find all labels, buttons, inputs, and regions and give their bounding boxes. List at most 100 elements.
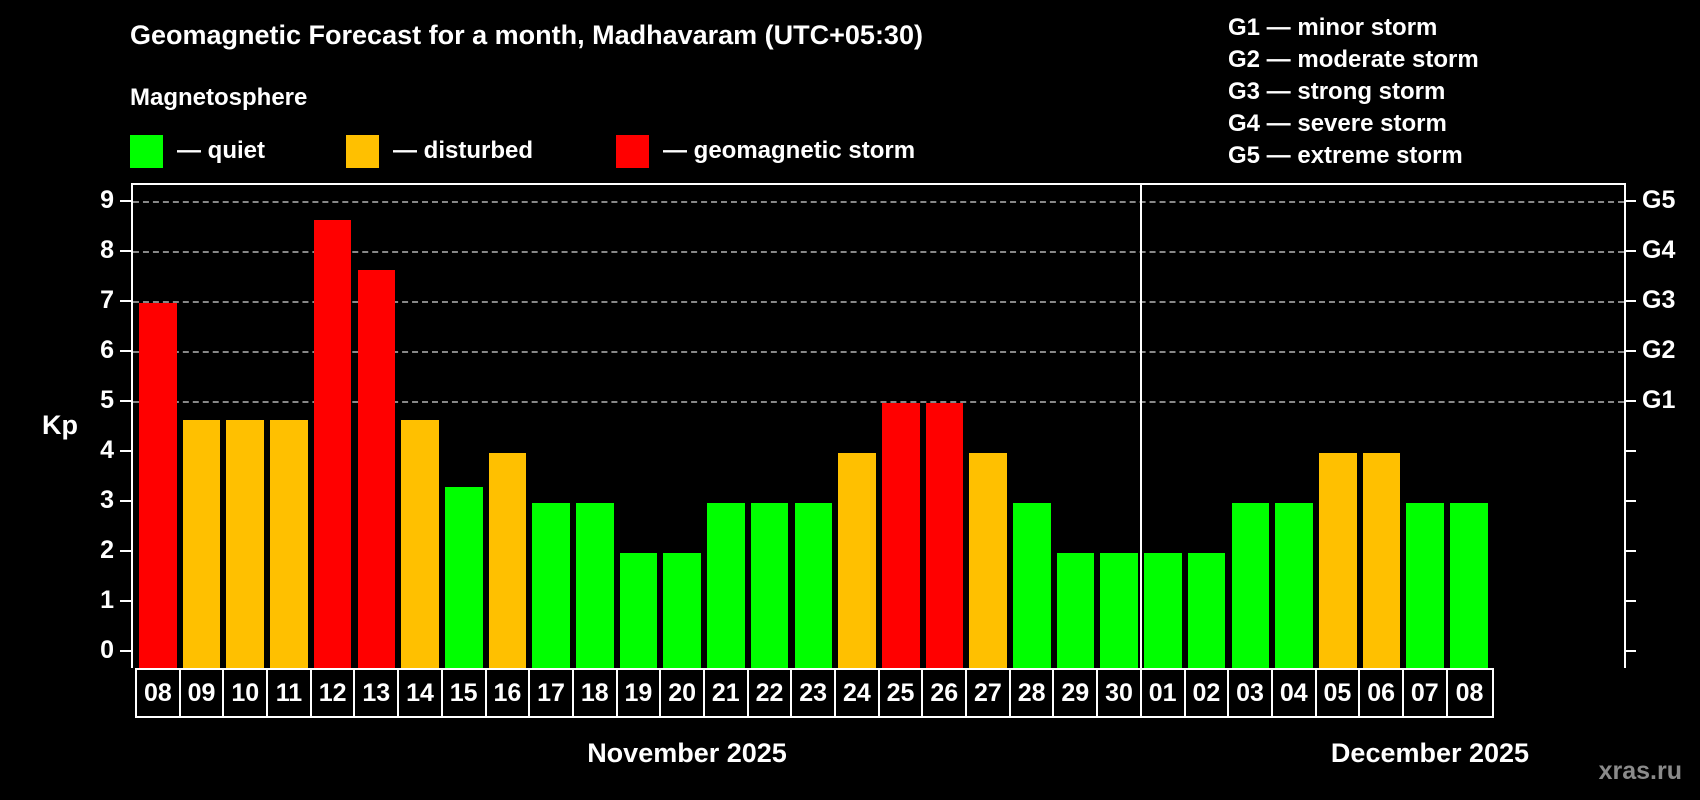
date-cell: 12 xyxy=(312,670,356,716)
g-scale-label: G1 xyxy=(1642,386,1676,414)
date-cell: 25 xyxy=(880,670,924,716)
y-tick-label: 3 xyxy=(100,486,114,514)
y-tick xyxy=(120,200,132,202)
kp-bar xyxy=(619,553,658,668)
y-tick-label: 2 xyxy=(100,536,114,564)
y-tick-right xyxy=(1624,550,1636,552)
y-tick-right xyxy=(1624,500,1636,502)
date-cell: 13 xyxy=(355,670,400,716)
storm-swatch-icon xyxy=(616,134,649,168)
kp-bar xyxy=(444,486,483,668)
kp-bar xyxy=(401,419,439,668)
gridline xyxy=(133,401,1624,403)
date-cell: 01 xyxy=(1142,670,1186,716)
month-separator xyxy=(1140,185,1143,668)
y-tick-right xyxy=(1624,450,1636,452)
legend-label: — disturbed xyxy=(393,137,534,164)
y-tick xyxy=(120,650,132,652)
kp-bar xyxy=(1406,503,1444,668)
kp-bar xyxy=(139,303,177,668)
kp-bar xyxy=(226,419,265,668)
legend-quiet: — quiet xyxy=(130,134,265,168)
date-cell: 15 xyxy=(443,670,487,716)
g-scale-label: G5 xyxy=(1642,186,1676,214)
date-cell: 08 xyxy=(137,670,181,716)
kp-bar xyxy=(881,403,920,668)
kp-bar xyxy=(1450,503,1488,668)
g-scale-label: G4 xyxy=(1642,236,1676,264)
kp-bar xyxy=(357,269,396,668)
kp-bar xyxy=(1144,553,1182,668)
kp-bar xyxy=(707,503,745,668)
quiet-swatch-icon xyxy=(130,134,163,168)
kp-bar xyxy=(1187,553,1226,668)
date-cell: 09 xyxy=(181,670,225,716)
y-tick-label: 5 xyxy=(100,386,114,414)
kp-bar xyxy=(1362,453,1401,668)
kp-bar xyxy=(969,453,1007,668)
g-scale-label: G2 xyxy=(1642,336,1676,364)
date-cell: 19 xyxy=(618,670,662,716)
date-cell: 23 xyxy=(792,670,836,716)
plot-area xyxy=(131,183,1626,668)
y-tick xyxy=(120,300,132,302)
y-tick-label: 9 xyxy=(100,186,114,214)
date-cell: 29 xyxy=(1054,670,1099,716)
g-legend-item: G4 — severe storm xyxy=(1228,110,1447,137)
kp-bar xyxy=(488,453,527,668)
date-cell: 17 xyxy=(530,670,574,716)
g-scale-label: G3 xyxy=(1642,286,1676,314)
y-tick-label: 7 xyxy=(100,286,114,314)
date-cell: 16 xyxy=(487,670,531,716)
kp-bar xyxy=(1056,553,1095,668)
y-tick-label: 4 xyxy=(100,436,114,464)
g-legend-item: G2 — moderate storm xyxy=(1228,46,1479,73)
date-cell: 27 xyxy=(967,670,1011,716)
date-cell: 05 xyxy=(1317,670,1361,716)
y-tick-label: 0 xyxy=(100,636,114,664)
g-legend-item: G3 — strong storm xyxy=(1228,78,1446,105)
chart-title: Geomagnetic Forecast for a month, Madhav… xyxy=(130,20,923,50)
kp-bar xyxy=(1318,453,1357,668)
gridline xyxy=(133,251,1624,253)
g-legend-item: G1 — minor storm xyxy=(1228,14,1438,41)
date-row: 08 09 10 11 12 13 14 15 16 17 18 19 20 21 22 23 24 25 26 27… xyxy=(135,668,1494,718)
y-tick xyxy=(120,550,132,552)
y-tick-right xyxy=(1624,300,1636,302)
date-cell: 28 xyxy=(1011,670,1055,716)
date-cell: 30 xyxy=(1098,670,1142,716)
kp-bar xyxy=(1231,503,1270,668)
date-cell: 14 xyxy=(399,670,443,716)
y-tick xyxy=(120,400,132,402)
y-tick-right xyxy=(1624,400,1636,402)
legend-disturbed: — disturbed xyxy=(346,134,533,168)
gridline xyxy=(133,201,1624,203)
date-cell: 21 xyxy=(705,670,749,716)
date-cell: 24 xyxy=(836,670,880,716)
kp-bar xyxy=(313,219,352,668)
g-scale-legend: G1 — minor storm G2 — moderate storm G3 … xyxy=(1228,12,1479,172)
date-cell: 26 xyxy=(923,670,968,716)
legend-storm: — geomagnetic storm xyxy=(616,134,915,168)
date-cell: 06 xyxy=(1360,670,1404,716)
date-cell: 02 xyxy=(1186,670,1230,716)
kp-bar xyxy=(182,419,221,668)
kp-bar xyxy=(1275,503,1313,668)
y-tick-right xyxy=(1624,250,1636,252)
y-tick xyxy=(120,500,132,502)
kp-bar xyxy=(532,503,570,668)
kp-bar xyxy=(838,453,876,668)
y-tick-right xyxy=(1624,650,1636,652)
kp-bar xyxy=(270,419,308,668)
date-cell: 22 xyxy=(749,670,793,716)
date-cell: 11 xyxy=(268,670,312,716)
y-axis-label: Kp xyxy=(42,410,78,440)
disturbed-swatch-icon xyxy=(346,134,379,168)
kp-bar xyxy=(925,403,964,668)
y-tick-label: 8 xyxy=(100,236,114,264)
date-cell: 08 xyxy=(1455,678,1484,707)
y-tick-right xyxy=(1624,350,1636,352)
date-cell: 20 xyxy=(661,670,705,716)
date-cell: 03 xyxy=(1229,670,1273,716)
kp-bar xyxy=(1100,553,1139,668)
